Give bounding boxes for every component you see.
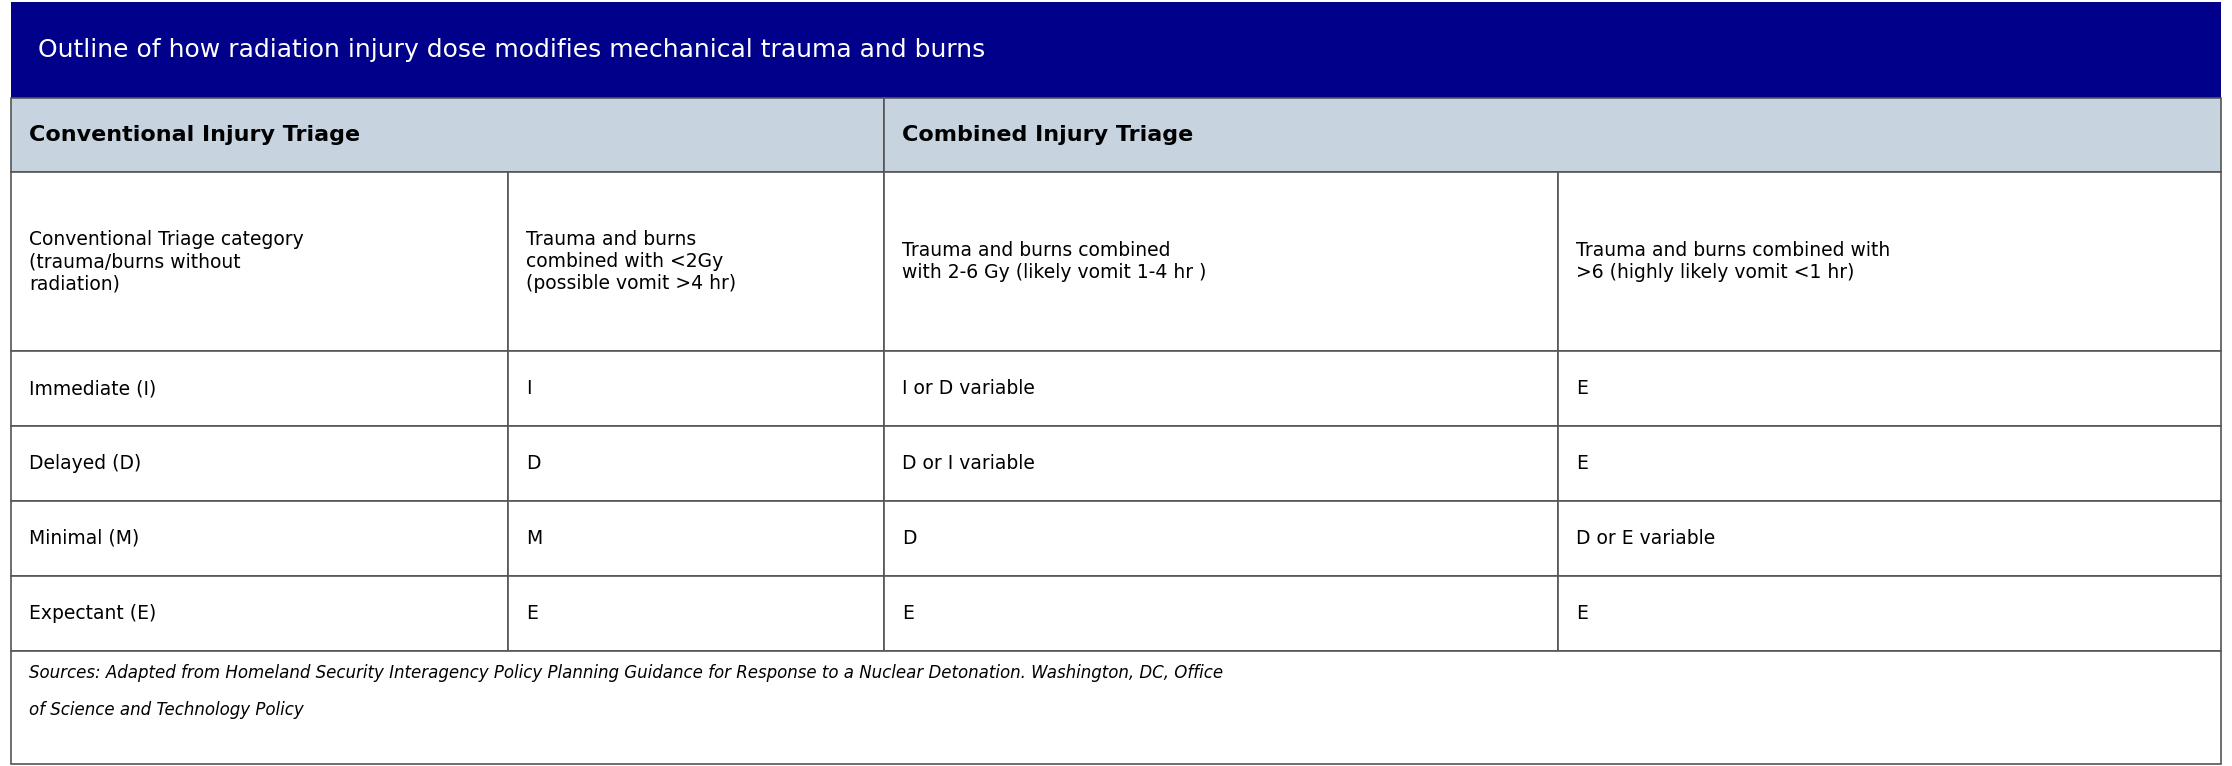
Text: Immediate (I): Immediate (I) [29, 379, 156, 398]
Bar [11, 576, 509, 650]
Bar [884, 576, 1558, 650]
Text: D or I variable: D or I variable [902, 454, 1036, 473]
Bar [11, 2, 2221, 97]
Text: Minimal (M): Minimal (M) [29, 529, 138, 548]
Bar [884, 172, 1558, 352]
Text: of Science and Technology Policy: of Science and Technology Policy [29, 701, 304, 719]
Bar [11, 97, 884, 172]
Text: D or E variable: D or E variable [1576, 529, 1714, 548]
Bar [509, 426, 884, 501]
Bar [509, 172, 884, 352]
Bar [1558, 426, 2221, 501]
Text: Conventional Injury Triage: Conventional Injury Triage [29, 125, 359, 145]
Bar [1558, 352, 2221, 426]
Bar [11, 352, 509, 426]
Text: Trauma and burns combined with
>6 (highly likely vomit <1 hr): Trauma and burns combined with >6 (highl… [1576, 241, 1891, 283]
Bar [509, 352, 884, 426]
Bar [1558, 501, 2221, 576]
Bar [884, 97, 2221, 172]
Text: Expectant (E): Expectant (E) [29, 604, 156, 623]
Bar [1558, 172, 2221, 352]
Bar [884, 352, 1558, 426]
Bar [509, 501, 884, 576]
Text: Sources: Adapted from Homeland Security Interagency Policy Planning Guidance for: Sources: Adapted from Homeland Security … [29, 664, 1223, 683]
Text: D: D [527, 454, 540, 473]
Text: I: I [527, 379, 531, 398]
Text: Trauma and burns combined
with 2-6 Gy (likely vomit 1-4 hr ): Trauma and burns combined with 2-6 Gy (l… [902, 241, 1205, 283]
Text: E: E [1576, 604, 1587, 623]
Text: E: E [527, 604, 538, 623]
Text: Delayed (D): Delayed (D) [29, 454, 141, 473]
Text: E: E [1576, 454, 1587, 473]
Bar [1558, 576, 2221, 650]
Bar [884, 426, 1558, 501]
Bar [11, 501, 509, 576]
Bar [884, 501, 1558, 576]
Text: Combined Injury Triage: Combined Injury Triage [902, 125, 1194, 145]
Text: I or D variable: I or D variable [902, 379, 1036, 398]
Text: M: M [527, 529, 542, 548]
Bar [11, 426, 509, 501]
Bar [11, 650, 2221, 764]
Text: Trauma and burns
combined with <2Gy
(possible vomit >4 hr): Trauma and burns combined with <2Gy (pos… [527, 231, 737, 293]
Bar [11, 172, 509, 352]
Text: D: D [902, 529, 917, 548]
Text: Conventional Triage category
(trauma/burns without
radiation): Conventional Triage category (trauma/bur… [29, 231, 304, 293]
Bar [509, 576, 884, 650]
Text: Outline of how radiation injury dose modifies mechanical trauma and burns: Outline of how radiation injury dose mod… [38, 38, 984, 61]
Text: E: E [902, 604, 913, 623]
Text: E: E [1576, 379, 1587, 398]
